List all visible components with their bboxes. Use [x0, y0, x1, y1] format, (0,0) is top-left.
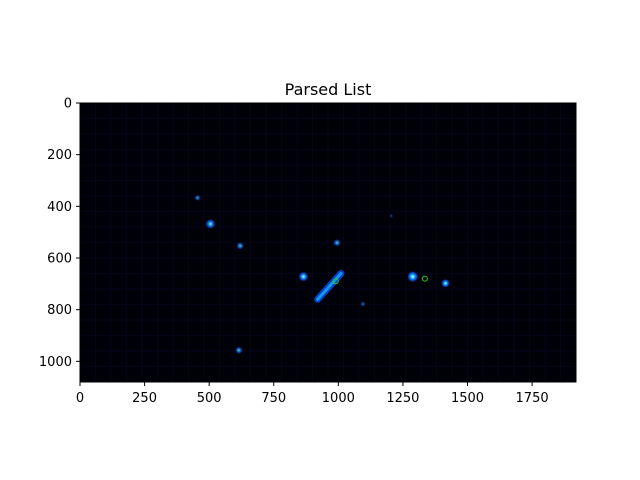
y-tick-label: 200: [47, 148, 72, 163]
bright-spot: [205, 218, 216, 229]
bright-spot: [441, 278, 450, 288]
bright-spot: [389, 213, 394, 218]
x-tick-label: 1250: [386, 391, 419, 406]
y-tick-label: 800: [47, 303, 72, 318]
green-marker: [421, 275, 428, 282]
x-tick-label: 1000: [322, 391, 355, 406]
y-axis: 0 200 400 600 800 1000: [39, 97, 80, 370]
green-marker: [332, 278, 339, 285]
x-tick-label: 250: [132, 391, 157, 406]
image-layer: [80, 103, 576, 382]
bright-spot: [333, 239, 341, 247]
x-tick-label: 750: [261, 391, 286, 406]
x-tick-label: 500: [197, 391, 222, 406]
y-tick-label: 0: [64, 97, 72, 112]
streak-core: [316, 272, 343, 301]
plot-frame: [79, 102, 577, 383]
bright-spot: [360, 301, 366, 307]
x-tick-label: 0: [76, 391, 84, 406]
y-tick-label: 1000: [39, 355, 72, 370]
y-tick-label: 600: [47, 252, 72, 267]
x-tick-label: 1500: [451, 391, 484, 406]
bright-spot: [407, 271, 419, 283]
y-tick-label: 400: [47, 200, 72, 215]
chart-title: Parsed List: [285, 80, 372, 99]
bright-spot: [235, 346, 243, 354]
x-tick-label: 1750: [516, 391, 549, 406]
bright-spot: [298, 271, 309, 282]
bright-spot: [236, 242, 244, 250]
bright-spot: [194, 194, 201, 201]
x-axis: 0 250 500 750 1000 1250 1500 1750: [76, 382, 549, 406]
